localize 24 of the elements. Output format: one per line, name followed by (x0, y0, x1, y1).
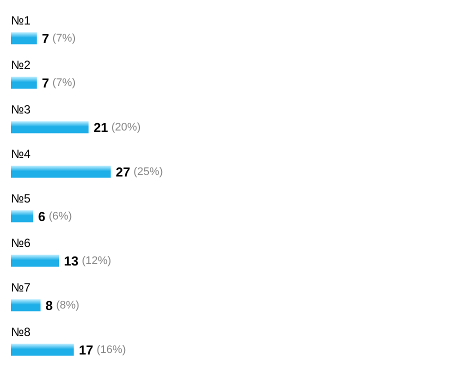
bar (11, 121, 89, 134)
y-tick-label: №5 (11, 191, 31, 206)
y-tick-label: №7 (11, 280, 31, 294)
data-label: 7 (7%) (42, 30, 76, 46)
data-label: 8 (8%) (46, 298, 80, 313)
y-tick-label: №6 (11, 236, 31, 250)
y-tick-label: №3 (11, 102, 31, 116)
bar (11, 344, 74, 356)
bar (11, 299, 41, 312)
y-tick-label: №2 (11, 58, 31, 72)
data-label: 21 (20%) (94, 120, 141, 135)
data-label: 13 (12%) (64, 253, 112, 268)
y-tick-label: №4 (11, 146, 31, 161)
data-label: 6 (6%) (38, 208, 72, 224)
bar (11, 210, 34, 222)
y-tick-label: №1 (11, 13, 31, 28)
bar (11, 76, 37, 89)
bar (11, 254, 60, 267)
data-label: 17 (16%) (78, 342, 126, 358)
y-tick-label: №8 (11, 324, 31, 339)
data-label: 7 (7%) (42, 75, 76, 90)
data-label: 27 (25%) (116, 164, 163, 180)
bar (11, 166, 111, 178)
bar (11, 32, 37, 44)
